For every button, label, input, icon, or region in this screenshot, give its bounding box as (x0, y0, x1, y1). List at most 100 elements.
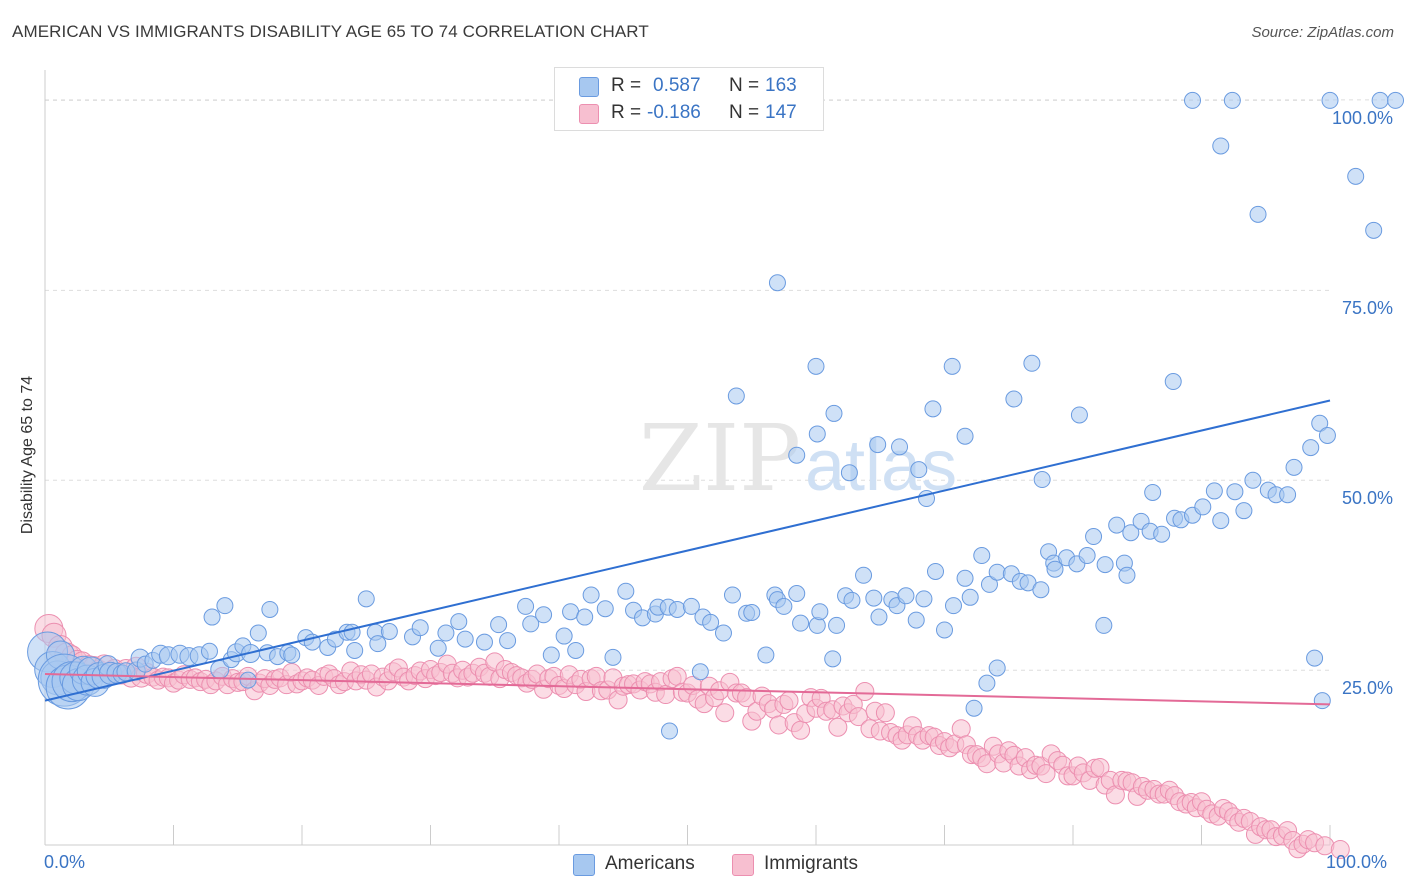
americans-point (927, 562, 945, 580)
immigrants-trendline (44, 673, 1331, 706)
americans-point (840, 464, 858, 482)
immigrants-point (828, 717, 848, 737)
americans-point (576, 608, 594, 626)
americans-point (380, 622, 398, 640)
americans-point (1023, 354, 1041, 372)
americans-point (956, 427, 974, 445)
americans-point (596, 600, 614, 618)
immigrants-point (855, 682, 875, 702)
americans-point (807, 357, 825, 375)
americans-point (1285, 458, 1303, 476)
americans-point (542, 646, 560, 664)
americans-point (668, 600, 686, 618)
americans-point (891, 438, 909, 456)
americans-point (1313, 692, 1331, 710)
americans-point (283, 646, 301, 664)
y-tick-label: 75.0% (1341, 298, 1393, 319)
americans-point (1032, 581, 1050, 599)
immigrants-point (875, 703, 895, 723)
n-value: 147 (765, 102, 797, 123)
americans-point (604, 648, 622, 666)
correlation-legend: R = 0.587 N = 163 R = -0.186 N = 147 (554, 67, 824, 131)
americans-swatch (579, 77, 599, 97)
americans-point (1223, 91, 1241, 109)
americans-point (743, 604, 761, 621)
americans-point (450, 613, 468, 631)
source-label: Source: ZipAtlas.com (1251, 24, 1394, 41)
series-legend: Americans Immigrants (0, 851, 1406, 877)
axes (44, 70, 1331, 846)
n-label: N = (729, 102, 760, 123)
americans-point (910, 461, 928, 479)
americans-point (567, 641, 585, 659)
americans-point (1306, 649, 1324, 667)
americans-point (429, 639, 447, 657)
trendlines (44, 399, 1331, 706)
americans-point (661, 722, 679, 740)
americans-point (1226, 483, 1244, 501)
americans-point (1205, 482, 1223, 500)
americans-point (535, 606, 553, 624)
americans-point (1078, 547, 1096, 565)
americans-point (723, 586, 741, 604)
legend-label-americans: Americans (605, 853, 695, 874)
americans-point (490, 616, 508, 634)
immigrants-point (667, 666, 687, 686)
americans-point (499, 632, 517, 650)
americans-point (943, 357, 961, 375)
americans-point (1096, 556, 1114, 574)
americans-point (1033, 471, 1051, 489)
americans-point (824, 650, 842, 668)
americans-point (357, 590, 375, 608)
americans-point (1070, 406, 1088, 424)
y-tick-label: 100.0% (1331, 108, 1393, 129)
americans-point (582, 586, 600, 604)
americans-point (617, 582, 635, 600)
americans-point (978, 674, 996, 692)
americans-point (369, 635, 387, 653)
americans-point (965, 699, 983, 717)
americans-point (1212, 512, 1230, 530)
americans-swatch (573, 854, 595, 876)
americans-point (727, 387, 745, 405)
immigrants-swatch (579, 104, 599, 124)
americans-point (702, 613, 720, 631)
americans-point (768, 274, 786, 292)
americans-point (775, 597, 793, 615)
americans-point (1046, 560, 1064, 578)
americans-point (555, 627, 573, 645)
americans-point (411, 619, 429, 637)
watermark-zip: ZIP (639, 405, 801, 512)
americans-point (1279, 486, 1297, 504)
americans-point (936, 621, 953, 639)
americans-point (792, 614, 810, 632)
immigrants-point (779, 691, 799, 711)
americans-point (1144, 483, 1162, 501)
americans-point (200, 642, 218, 660)
americans-point (961, 588, 979, 606)
r-value: 0.587 (653, 75, 701, 96)
americans-point (562, 603, 580, 621)
americans-point (1318, 426, 1336, 444)
americans-point (1095, 616, 1113, 634)
americans-point (1311, 414, 1329, 432)
americans-point (1108, 516, 1126, 534)
immigrants-swatch (732, 854, 754, 876)
americans-point (907, 611, 925, 629)
americans-point (714, 624, 732, 642)
americans-point (855, 566, 873, 584)
americans-point (1365, 221, 1383, 239)
americans-point (788, 585, 806, 603)
americans-point (1005, 390, 1023, 408)
americans-point (1212, 137, 1230, 155)
americans-point (828, 616, 846, 634)
americans-point (475, 633, 493, 651)
legend-label-immigrants: Immigrants (764, 853, 858, 874)
americans-point (522, 615, 540, 633)
americans-point (808, 425, 826, 443)
n-value: 163 (765, 75, 797, 96)
americans-point (456, 630, 474, 648)
americans-point (865, 589, 883, 607)
americans-point (757, 646, 775, 664)
americans-point (924, 400, 942, 418)
